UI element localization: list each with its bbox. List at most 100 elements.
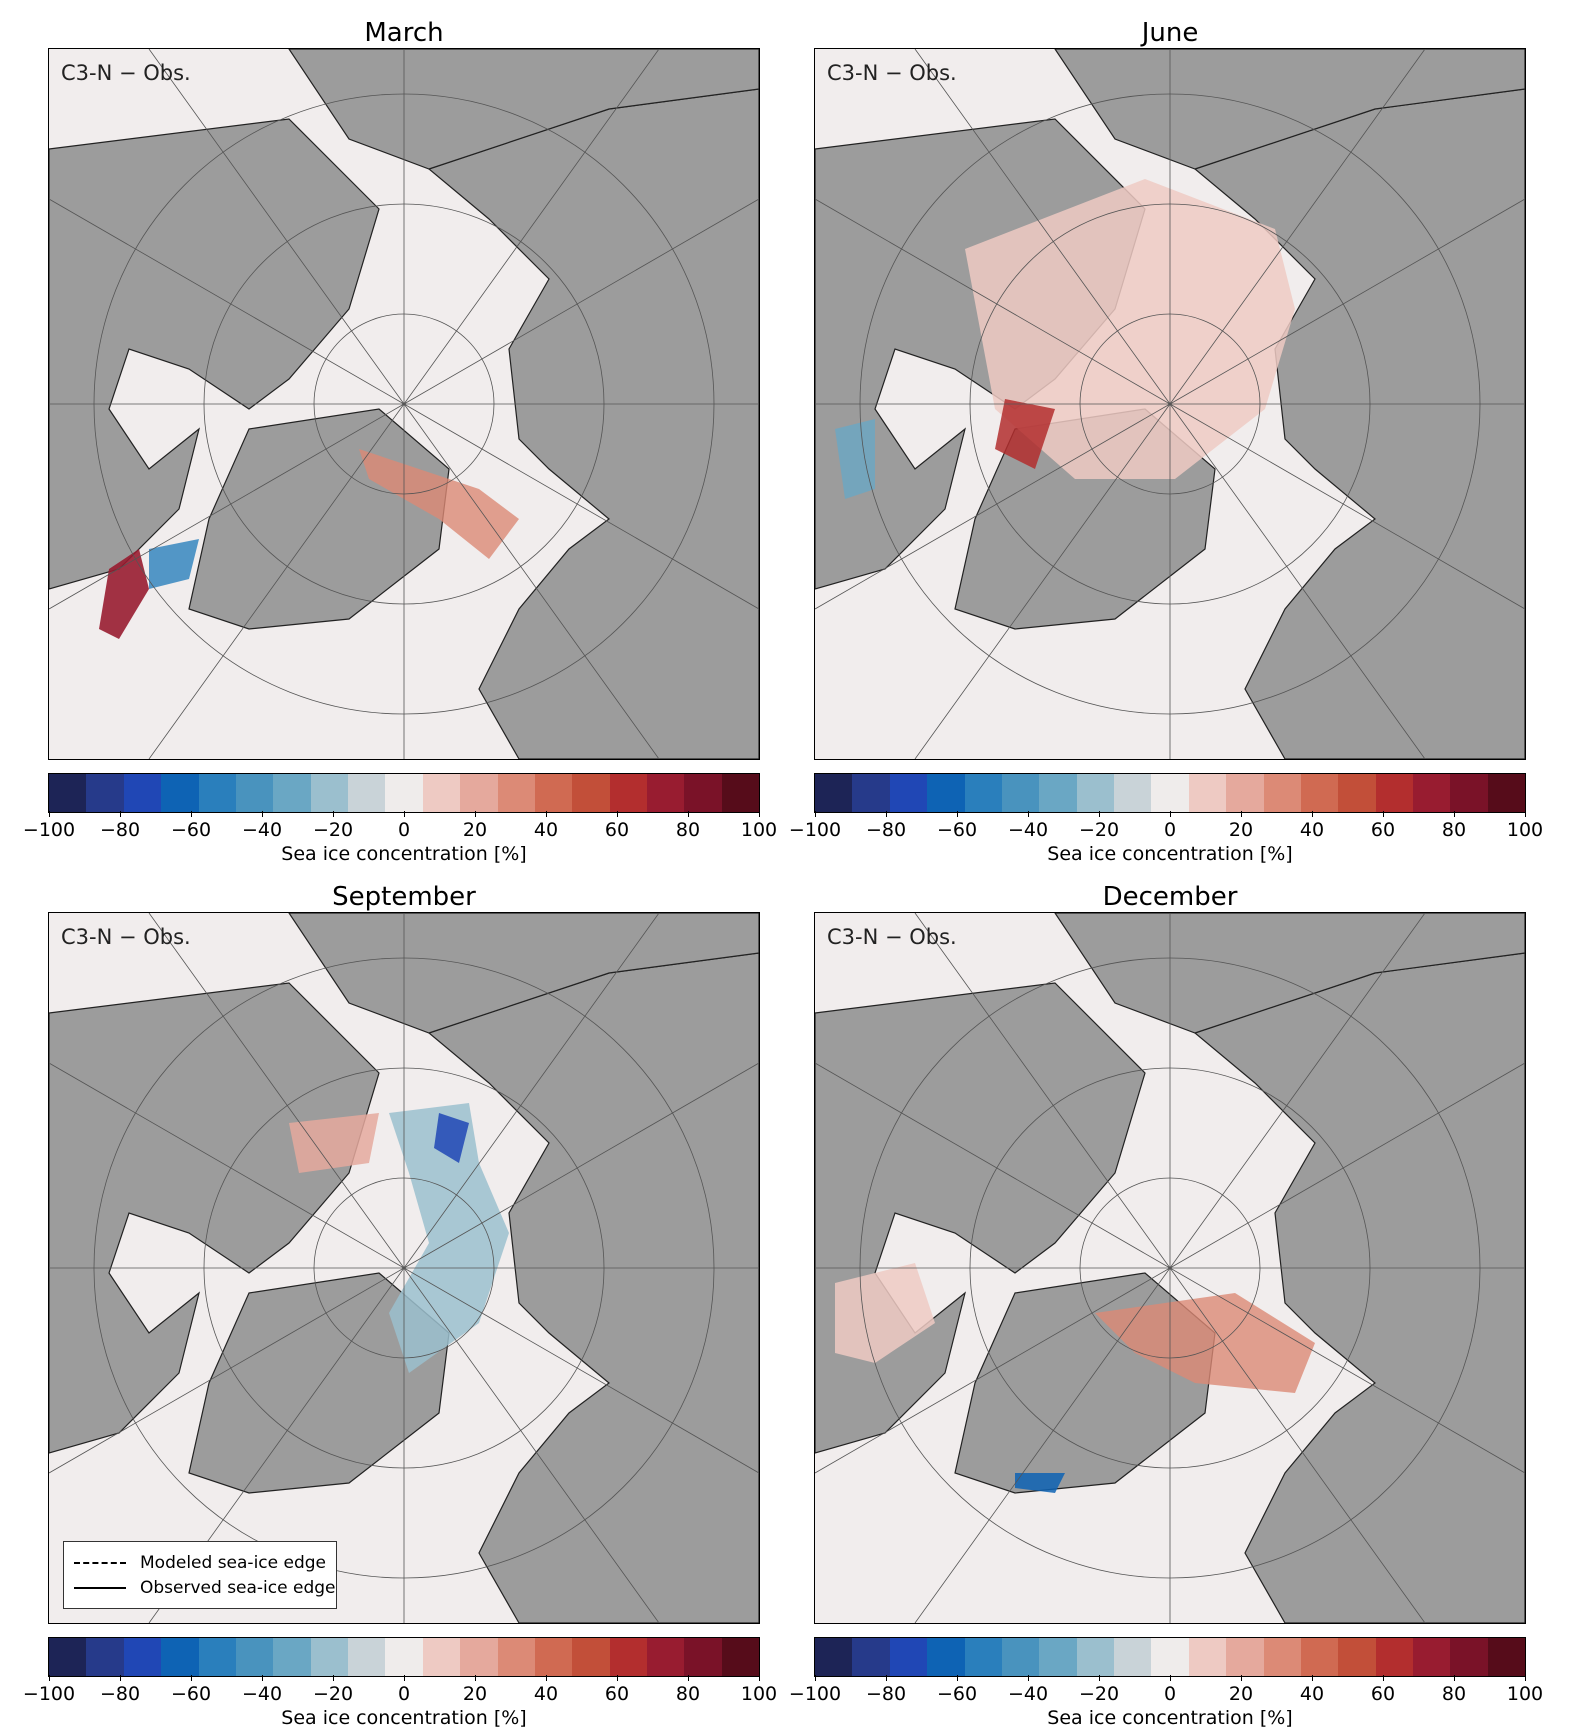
- colorbar-tick-label: 60: [1370, 819, 1396, 841]
- colorbar-tick: [49, 1675, 50, 1681]
- sea-ice-anomaly-strong-negative: [1015, 1473, 1065, 1493]
- colorbar-swatch: [609, 774, 647, 812]
- colorbar-tick-label: −80: [99, 819, 141, 841]
- colorbar-swatch: [1001, 774, 1040, 812]
- colorbar-swatch: [86, 1638, 124, 1676]
- colorbar-swatch: [1001, 1638, 1040, 1676]
- map-september: C3-N − Obs. Modeled sea-ice edge Observe…: [48, 912, 760, 1624]
- colorbar: Sea ice concentration [%] −100 −80 −60 −40 −…: [789, 773, 1543, 865]
- colorbar-tick-label: 60: [604, 819, 630, 841]
- colorbar-tick-label: 40: [533, 819, 559, 841]
- colorbar-tick: [1028, 811, 1029, 817]
- colorbar-tick: [546, 811, 547, 817]
- colorbar-swatch: [1375, 774, 1413, 812]
- solid-line-icon: [74, 1587, 126, 1589]
- colorbar-tick: [333, 811, 334, 817]
- colorbar-swatches: [814, 773, 1526, 813]
- colorbar-tick-label: 40: [533, 1683, 559, 1705]
- colorbar-tick: [1028, 1675, 1029, 1681]
- colorbar-tick: [262, 811, 263, 817]
- colorbar-tick-label: 60: [1370, 1683, 1396, 1705]
- panel-june: June C3-N − Obs. Sea ice concentration […: [789, 18, 1543, 865]
- colorbar-swatch: [123, 1638, 162, 1676]
- colorbar-swatch: [1375, 1638, 1413, 1676]
- sea-ice-anomaly-strong-negative: [434, 1113, 469, 1163]
- colorbar-tick: [120, 811, 121, 817]
- colorbar-swatch: [1039, 774, 1077, 812]
- colorbar-tick: [1170, 1675, 1171, 1681]
- map-label: C3-N − Obs.: [61, 925, 191, 949]
- colorbar-tick: [1454, 1675, 1455, 1681]
- colorbar-swatch: [572, 1638, 610, 1676]
- colorbar-tick: [120, 1675, 121, 1681]
- colorbar-swatch: [1114, 774, 1152, 812]
- arctic-map: [815, 49, 1525, 759]
- colorbar-swatch: [964, 1638, 1002, 1676]
- legend-label: Observed sea-ice edge: [140, 1578, 336, 1598]
- colorbar-swatch: [1076, 774, 1114, 812]
- colorbar-tick-label: 20: [1228, 1683, 1254, 1705]
- colorbar-swatch: [927, 1638, 965, 1676]
- colorbar-swatch: [1450, 1638, 1488, 1676]
- colorbar-tick: [475, 811, 476, 817]
- colorbar: Sea ice concentration [%] −100 −80 −60 −40 −…: [789, 1637, 1543, 1729]
- colorbar-tick-label: 80: [675, 1683, 701, 1705]
- colorbar-swatch: [49, 774, 87, 812]
- colorbar-swatch: [684, 1638, 722, 1676]
- colorbar-tick-label: −100: [788, 819, 842, 841]
- colorbar-tick-label: 20: [1228, 819, 1254, 841]
- colorbar-swatch: [1151, 1638, 1189, 1676]
- colorbar-swatch: [647, 1638, 685, 1676]
- colorbar-tick-label: −20: [1078, 1683, 1120, 1705]
- colorbar-swatch: [721, 774, 760, 812]
- colorbar-swatch: [310, 1638, 348, 1676]
- colorbar-swatch: [1151, 774, 1189, 812]
- colorbar-swatch: [534, 1638, 573, 1676]
- meridians: [815, 913, 1525, 1623]
- colorbar-swatch: [684, 774, 722, 812]
- colorbar-tick: [1525, 1675, 1526, 1681]
- colorbar-tick-label: 100: [1506, 819, 1544, 841]
- panel-title: September: [332, 882, 476, 912]
- colorbar-swatch: [422, 1638, 461, 1676]
- colorbar-swatch: [609, 1638, 647, 1676]
- colorbar-swatch: [721, 1638, 760, 1676]
- land-north-coast: [1054, 49, 1525, 170]
- colorbar-swatch: [161, 1638, 199, 1676]
- colorbar-swatch: [1263, 774, 1301, 812]
- colorbar-tick-label: −20: [1078, 819, 1120, 841]
- colorbar-tick: [1241, 811, 1242, 817]
- colorbar-tick: [617, 1675, 618, 1681]
- colorbar-tick-label: −40: [241, 819, 283, 841]
- colorbar-tick-label: −60: [936, 819, 978, 841]
- colorbar-tick-label: 100: [740, 819, 778, 841]
- colorbar-swatch: [348, 1638, 386, 1676]
- map-label: C3-N − Obs.: [61, 61, 191, 85]
- colorbar-tick: [815, 1675, 816, 1681]
- panel-december: December C3-N − Obs. Sea ice concentrati…: [789, 882, 1543, 1729]
- colorbar-tick: [1383, 1675, 1384, 1681]
- map-label: C3-N − Obs.: [827, 61, 957, 85]
- colorbar-swatch: [198, 1638, 236, 1676]
- sea-ice-edge-legend: Modeled sea-ice edge Observed sea-ice ed…: [63, 1541, 337, 1609]
- land-north-coast: [288, 913, 759, 1034]
- colorbar-tick-label: 60: [604, 1683, 630, 1705]
- colorbar-tick: [1454, 811, 1455, 817]
- colorbar-tick-label: 40: [1299, 1683, 1325, 1705]
- panel-september: September C3-N − Obs. Modeled sea-ice ed…: [23, 882, 777, 1729]
- colorbar-tick: [1383, 811, 1384, 817]
- colorbar-swatch: [348, 774, 386, 812]
- colorbar-tick-label: 100: [1506, 1683, 1544, 1705]
- colorbar-swatch: [1188, 1638, 1227, 1676]
- colorbar-tick: [886, 1675, 887, 1681]
- arctic-map: [815, 913, 1525, 1623]
- colorbar-swatch: [572, 774, 610, 812]
- colorbar-tick: [1241, 1675, 1242, 1681]
- colorbar-swatch: [235, 1638, 274, 1676]
- colorbar-tick: [404, 811, 405, 817]
- colorbar-tick-label: 0: [397, 819, 411, 841]
- colorbar-swatch: [647, 774, 685, 812]
- colorbar-swatches: [48, 1637, 760, 1677]
- arctic-map: [49, 913, 759, 1623]
- map-label: C3-N − Obs.: [827, 925, 957, 949]
